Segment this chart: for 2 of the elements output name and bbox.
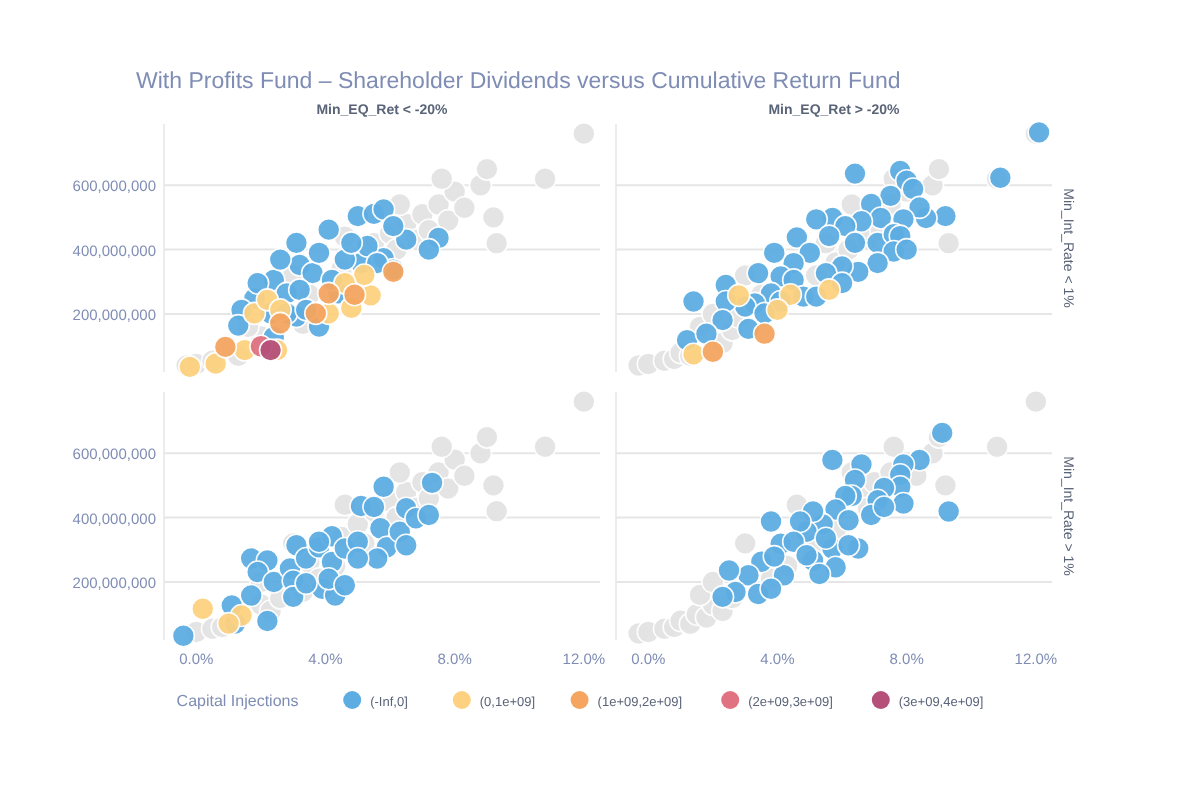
legend-title: Capital Injections <box>176 692 299 710</box>
chart-title: With Profits Fund – Shareholder Dividends versus Cumulative Return Fund <box>136 70 901 94</box>
